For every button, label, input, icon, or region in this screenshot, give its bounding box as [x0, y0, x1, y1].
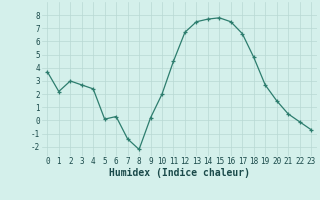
X-axis label: Humidex (Indice chaleur): Humidex (Indice chaleur): [109, 168, 250, 178]
